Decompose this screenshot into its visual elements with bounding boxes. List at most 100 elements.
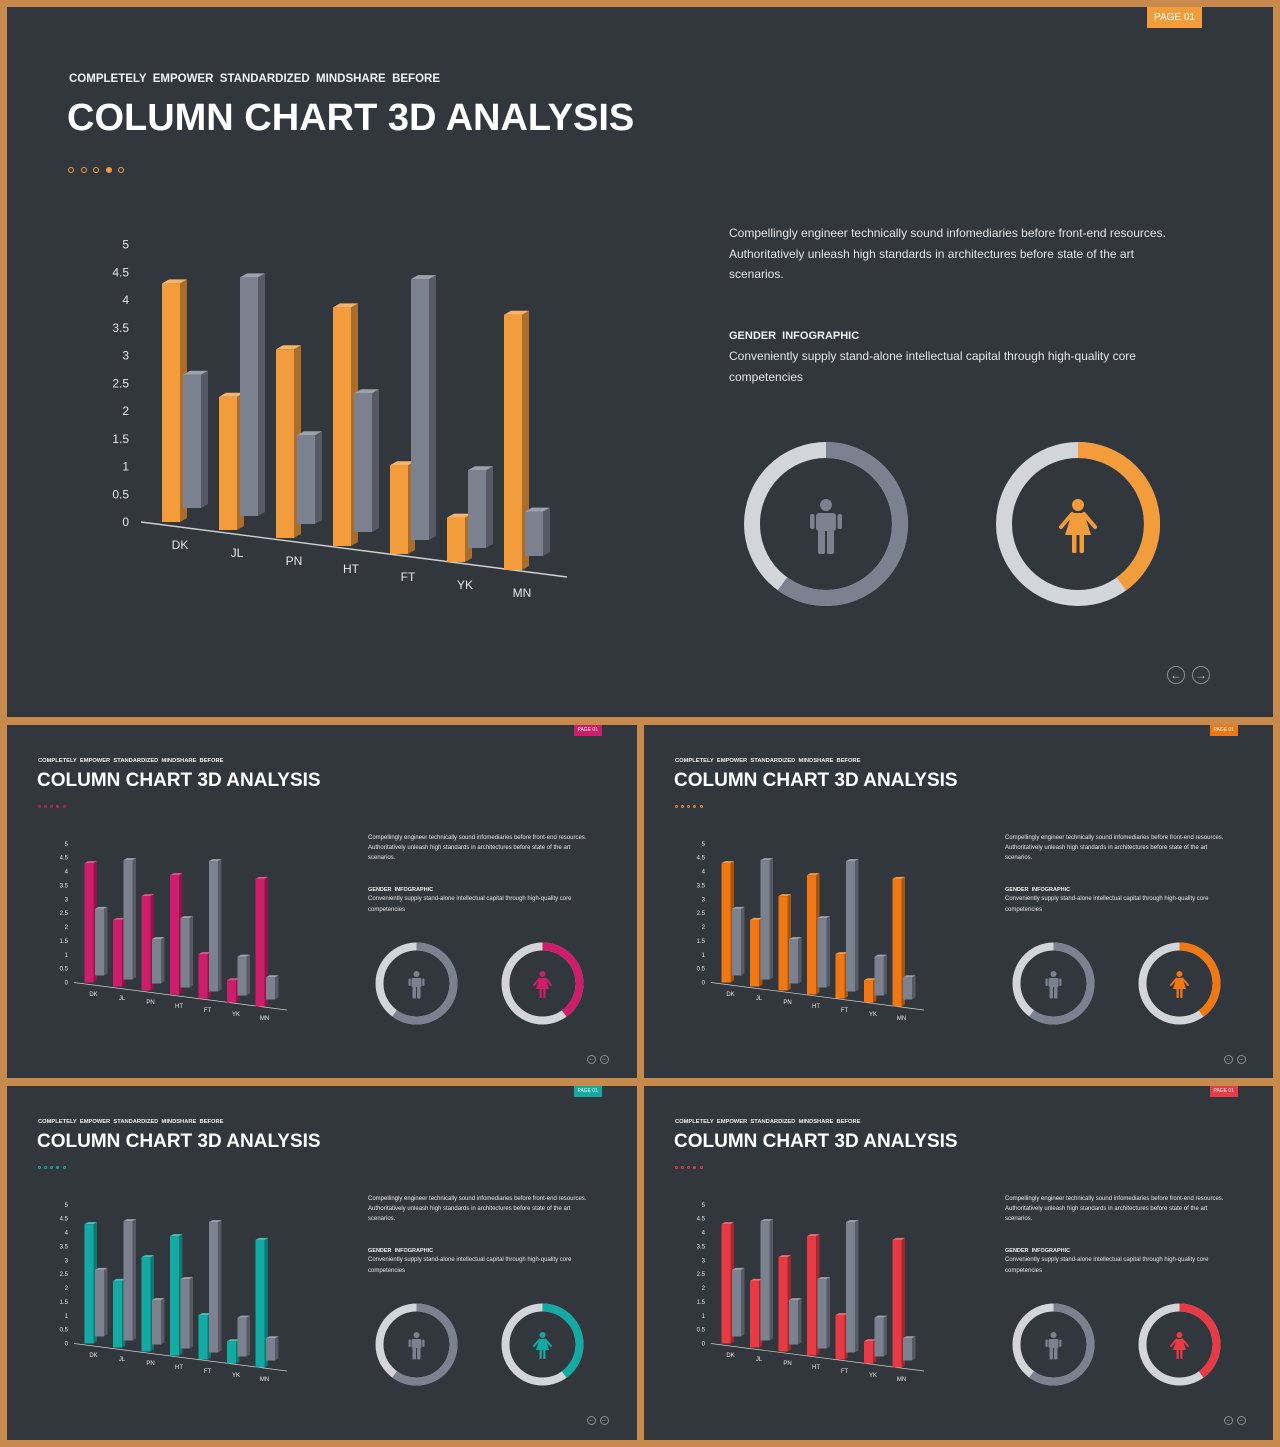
- arrow-right-circle-icon[interactable]: →: [1236, 1054, 1246, 1064]
- slide-title: COLUMN CHART 3D ANALYSIS: [674, 770, 958, 791]
- female-ring: [996, 442, 1160, 606]
- x-tick-label: MN: [897, 1016, 906, 1022]
- x-tick-label: JL: [119, 996, 126, 1002]
- x-tick-label: YK: [869, 1373, 877, 1379]
- ring-progress: [1012, 1303, 1095, 1386]
- female-person-icon: [533, 971, 552, 998]
- x-axis-line: [140, 521, 568, 578]
- arrow-left-circle-icon[interactable]: ←: [587, 1415, 596, 1425]
- y-tick-label: 5: [65, 842, 69, 848]
- x-tick-label: DK: [726, 1353, 734, 1359]
- x-tick-label: YK: [869, 1012, 877, 1018]
- column-chart-3d: 0 0.5 1 1.5 2 2.5 3 3.5 4 4.5 5 DK JL PN HT FT YK MN: [112, 238, 568, 600]
- intro-text-line: scenarios.: [1005, 855, 1033, 861]
- bar-jl-series-2: [123, 1219, 136, 1341]
- y-tick-label: 0: [65, 981, 69, 987]
- male-ring: [375, 942, 458, 1025]
- y-tick-label: 1.5: [697, 939, 706, 945]
- dot-icon: [62, 1166, 66, 1169]
- y-tick-label: 1: [702, 1314, 706, 1320]
- y-tick-label: 3: [65, 1258, 69, 1264]
- x-tick-label: PN: [286, 554, 303, 568]
- dot-icon: [674, 1166, 678, 1169]
- bar-yk-series-2: [237, 1315, 250, 1357]
- y-tick-label: 3: [65, 897, 69, 903]
- gender-text-line: Conveniently supply stand-alone intellec…: [1005, 1257, 1209, 1263]
- gender-infographic-heading: GENDER INFOGRAPHIC: [729, 330, 860, 342]
- slide-main: PAGE 01 COMPLETELY EMPOWER STANDARDIZED M…: [7, 7, 1273, 717]
- page-badge: PAGE 01: [1210, 1086, 1238, 1097]
- dot-icon: [93, 167, 99, 173]
- y-tick-label: 1.5: [697, 1300, 706, 1306]
- decorative-dots: [68, 167, 124, 173]
- bar-dk-series-2: [95, 1267, 108, 1337]
- arrow-left-circle-icon[interactable]: ←: [1167, 666, 1185, 684]
- y-tick-label: 5: [65, 1203, 69, 1209]
- y-tick-label: 2: [122, 404, 129, 418]
- y-tick-label: 3: [122, 349, 129, 363]
- bar-pn-series-2: [152, 1298, 165, 1345]
- bar-ht-series-2: [180, 1277, 193, 1349]
- intro-text-line: Compellingly engineer technically sound …: [368, 834, 587, 841]
- x-tick-label: YK: [232, 1012, 240, 1018]
- arrow-right-circle-icon[interactable]: →: [599, 1054, 609, 1064]
- female-person-icon: [1059, 499, 1097, 553]
- x-tick-label: DK: [89, 1353, 97, 1359]
- arrow-right-circle-icon[interactable]: →: [1192, 666, 1210, 684]
- female-ring: [501, 1303, 584, 1386]
- bar-ft-series-2: [209, 1220, 222, 1353]
- intro-text-line: Authoritatively unleash high standards i…: [1005, 1205, 1208, 1212]
- y-tick-label: 2: [65, 925, 69, 931]
- intro-text-line: Compellingly engineer technically sound …: [368, 1195, 587, 1202]
- bar-jl-series-2: [760, 858, 773, 980]
- bar-ft-series-2: [846, 1220, 859, 1353]
- y-tick-label: 0.5: [112, 487, 129, 501]
- bar-yk-series-2: [874, 954, 887, 996]
- male-person-icon: [810, 499, 842, 554]
- arrow-right-circle-icon[interactable]: →: [1236, 1415, 1246, 1425]
- y-tick-label: 1.5: [60, 939, 69, 945]
- bar-ht-series-2: [354, 389, 379, 532]
- x-tick-label: JL: [756, 996, 763, 1002]
- male-ring: [744, 442, 908, 606]
- y-tick-label: 2.5: [697, 1272, 706, 1278]
- gender-text-line: competencies: [1005, 906, 1043, 913]
- gender-infographic-heading: GENDER INFOGRAPHIC: [1005, 1247, 1071, 1254]
- bar-mn-series-2: [266, 1336, 279, 1361]
- dot-icon: [43, 1166, 47, 1169]
- bar-pn-series-2: [789, 937, 802, 984]
- x-tick-label: HT: [812, 1365, 820, 1371]
- intro-text-line: scenarios.: [368, 1216, 396, 1222]
- y-tick-label: 4: [65, 870, 69, 876]
- gender-text-line: Conveniently supply stand-alone intellec…: [1005, 896, 1209, 902]
- ring-progress: [501, 942, 584, 1025]
- slide-magenta: PAGE 01 COMPLETELY EMPOWER STANDARDIZED M…: [7, 725, 637, 1078]
- male-person-icon: [1045, 971, 1062, 999]
- ring-progress: [744, 442, 908, 606]
- x-tick-label: FT: [841, 1369, 849, 1375]
- arrow-right-circle-icon[interactable]: →: [599, 1415, 609, 1425]
- bar-pn-series-2: [152, 937, 165, 984]
- arrow-left-circle-icon[interactable]: ←: [1224, 1415, 1233, 1425]
- bar-mn-series-2: [525, 507, 550, 556]
- column-chart-3d: 0 0.5 1 1.5 2 2.5 3 3.5 4 4.5 5 DK JL PN HT FT YK MN: [697, 842, 925, 1022]
- intro-text-line: scenarios.: [1005, 1216, 1033, 1222]
- x-tick-label: MN: [260, 1016, 269, 1022]
- arrow-left-circle-icon[interactable]: ←: [587, 1054, 596, 1064]
- y-tick-label: 4: [65, 1231, 69, 1237]
- y-tick-label: 0.5: [697, 967, 706, 973]
- y-tick-label: 4.5: [697, 1217, 706, 1223]
- bar-jl-series-2: [123, 858, 136, 980]
- arrow-left-circle-icon[interactable]: ←: [1224, 1054, 1233, 1064]
- y-tick-label: 1: [122, 460, 129, 474]
- bar-ft-series-2: [846, 859, 859, 992]
- y-tick-label: 2.5: [112, 376, 129, 390]
- dot-icon: [105, 167, 112, 173]
- x-tick-label: JL: [756, 1357, 763, 1363]
- y-tick-label: 4: [122, 293, 129, 307]
- slide-orange: PAGE 01 COMPLETELY EMPOWER STANDARDIZED M…: [644, 725, 1273, 1078]
- gender-text-line: competencies: [729, 370, 804, 384]
- dot-icon: [118, 167, 124, 173]
- page-badge: PAGE 01: [574, 725, 602, 736]
- female-person-icon: [1170, 971, 1189, 998]
